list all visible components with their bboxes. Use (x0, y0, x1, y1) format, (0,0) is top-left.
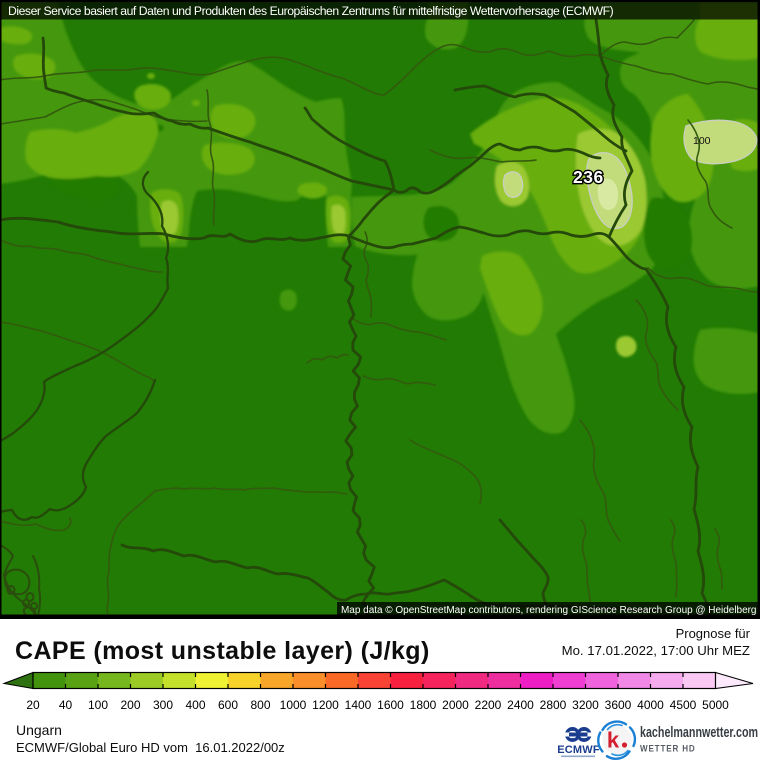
svg-text:200: 200 (120, 698, 140, 712)
svg-text:2000: 2000 (442, 698, 469, 712)
svg-text:2800: 2800 (540, 698, 567, 712)
svg-text:1800: 1800 (410, 698, 437, 712)
svg-text:WETTER HD: WETTER HD (640, 743, 696, 754)
svg-text:800: 800 (250, 698, 270, 712)
svg-text:1000: 1000 (280, 698, 307, 712)
svg-text:2400: 2400 (507, 698, 534, 712)
svg-text:40: 40 (59, 698, 73, 712)
svg-text:236: 236 (573, 167, 604, 187)
svg-text:100: 100 (88, 698, 108, 712)
svg-text:ECMWF: ECMWF (557, 744, 600, 756)
svg-text:1200: 1200 (312, 698, 339, 712)
svg-text:100: 100 (693, 135, 711, 147)
svg-text:k: k (607, 728, 620, 753)
svg-text:1600: 1600 (377, 698, 404, 712)
svg-text:3200: 3200 (572, 698, 599, 712)
svg-text:5000: 5000 (702, 698, 729, 712)
svg-text:300: 300 (153, 698, 173, 712)
svg-text:20: 20 (26, 698, 40, 712)
svg-text:4000: 4000 (637, 698, 664, 712)
svg-text:Dieser Service basiert auf Dat: Dieser Service basiert auf Daten und Pro… (8, 4, 614, 18)
svg-text:4500: 4500 (670, 698, 697, 712)
svg-text:Map data © OpenStreetMap contr: Map data © OpenStreetMap contributors, r… (341, 605, 760, 616)
svg-text:3600: 3600 (605, 698, 632, 712)
svg-text:400: 400 (185, 698, 205, 712)
svg-text:2200: 2200 (475, 698, 502, 712)
svg-text:1400: 1400 (345, 698, 372, 712)
svg-text:600: 600 (218, 698, 238, 712)
svg-text:kachelmannwetter.com: kachelmannwetter.com (640, 723, 758, 740)
